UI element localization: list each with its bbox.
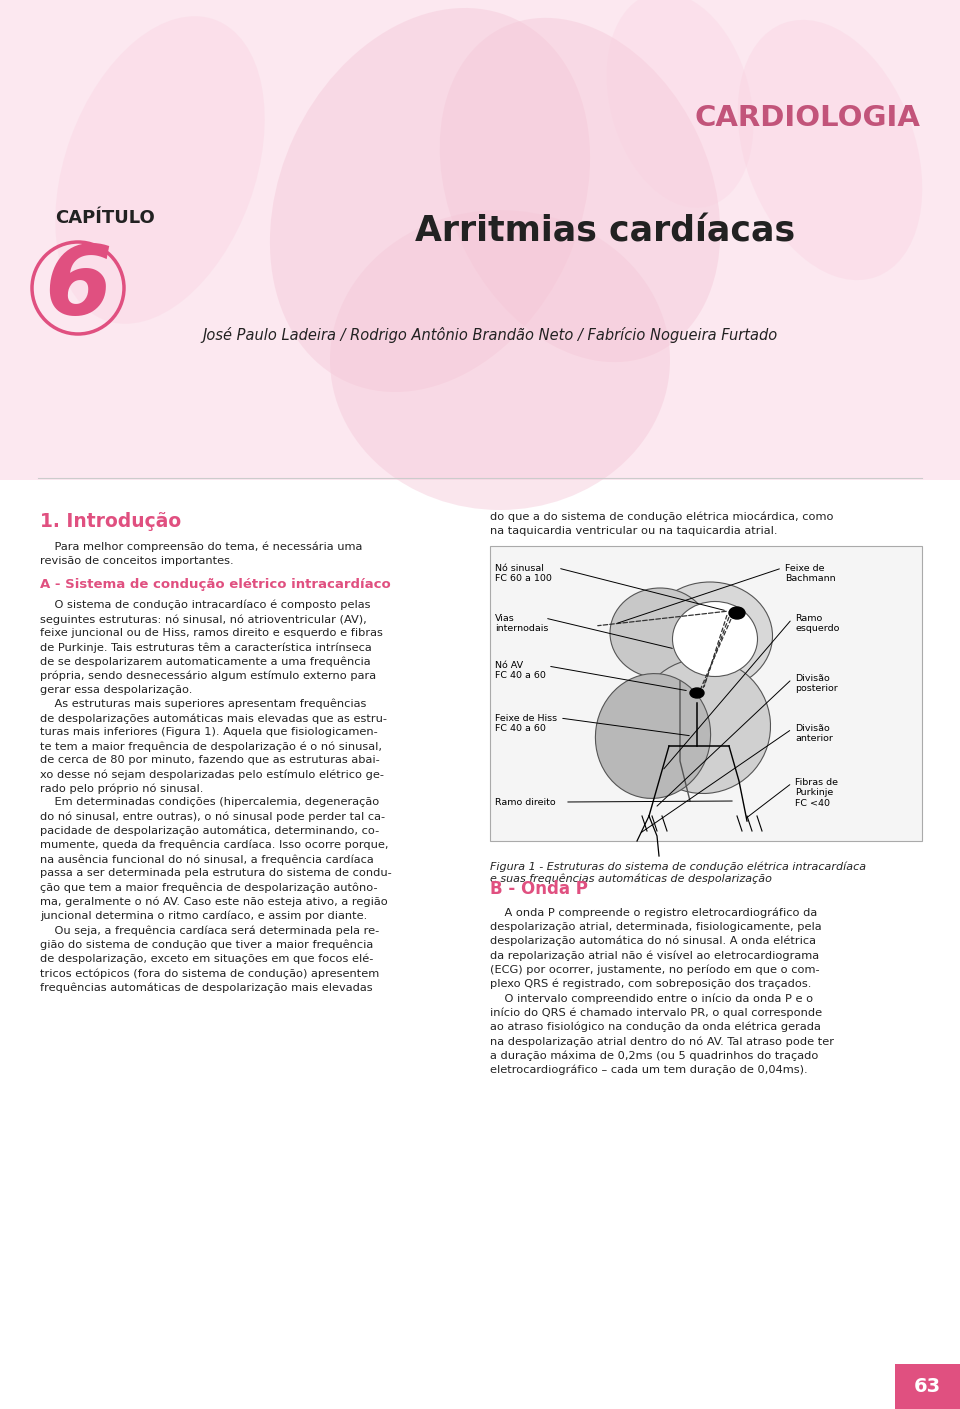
Text: B - Onda P: B - Onda P bbox=[490, 881, 588, 898]
Ellipse shape bbox=[729, 607, 745, 619]
Ellipse shape bbox=[270, 8, 590, 392]
Ellipse shape bbox=[737, 20, 923, 280]
Text: CAPÍTULO: CAPÍTULO bbox=[55, 209, 155, 227]
Text: Feixe de Hiss
FC 40 a 60: Feixe de Hiss FC 40 a 60 bbox=[495, 714, 557, 734]
Ellipse shape bbox=[636, 658, 771, 793]
Ellipse shape bbox=[595, 674, 710, 799]
Ellipse shape bbox=[610, 588, 710, 678]
Text: A onda P compreende o registro eletrocardiográfico da
despolarização atrial, det: A onda P compreende o registro eletrocar… bbox=[490, 907, 834, 1075]
Text: Divisão
posterior: Divisão posterior bbox=[795, 674, 838, 693]
Text: José Paulo Ladeira / Rodrigo Antônio Brandão Neto / Fabrício Nogueira Furtado: José Paulo Ladeira / Rodrigo Antônio Bra… bbox=[203, 327, 778, 342]
Ellipse shape bbox=[690, 688, 704, 697]
Text: do que a do sistema de condução elétrica miocárdica, como
na taquicardia ventric: do que a do sistema de condução elétrica… bbox=[490, 511, 833, 535]
Text: Nó AV
FC 40 a 60: Nó AV FC 40 a 60 bbox=[495, 661, 546, 681]
Text: Figura 1 - Estruturas do sistema de condução elétrica intracardíaca
e suas frequ: Figura 1 - Estruturas do sistema de cond… bbox=[490, 861, 866, 883]
Text: 1. Introdução: 1. Introdução bbox=[40, 511, 181, 531]
Ellipse shape bbox=[607, 0, 754, 207]
Ellipse shape bbox=[56, 15, 265, 324]
Text: Feixe de
Bachmann: Feixe de Bachmann bbox=[785, 564, 835, 583]
Text: Ramo
esquerdo: Ramo esquerdo bbox=[795, 614, 839, 634]
Text: Para melhor compreensão do tema, é necessária uma
revisão de conceitos important: Para melhor compreensão do tema, é neces… bbox=[40, 542, 362, 566]
Ellipse shape bbox=[330, 210, 670, 510]
Text: Nó sinusal
FC 60 a 100: Nó sinusal FC 60 a 100 bbox=[495, 564, 552, 583]
Text: Fibras de
Purkinje
FC <40: Fibras de Purkinje FC <40 bbox=[795, 778, 838, 807]
Ellipse shape bbox=[440, 18, 720, 362]
Text: Ramo direito: Ramo direito bbox=[495, 797, 556, 807]
Bar bbox=[895, 1364, 960, 1409]
Text: A - Sistema de condução elétrico intracardíaco: A - Sistema de condução elétrico intraca… bbox=[40, 578, 391, 590]
Bar bbox=[0, 0, 960, 480]
Text: 6: 6 bbox=[44, 241, 111, 334]
Text: Divisão
anterior: Divisão anterior bbox=[795, 724, 833, 744]
Text: Arritmias cardíacas: Arritmias cardíacas bbox=[415, 216, 795, 249]
Text: 63: 63 bbox=[913, 1378, 941, 1396]
Text: O sistema de condução intracardíaco é composto pelas
seguintes estruturas: nó si: O sistema de condução intracardíaco é co… bbox=[40, 600, 392, 993]
Ellipse shape bbox=[673, 602, 757, 676]
Text: CARDIOLOGIA: CARDIOLOGIA bbox=[694, 104, 920, 132]
Bar bbox=[490, 547, 922, 841]
Text: Vias
internodais: Vias internodais bbox=[495, 614, 548, 634]
Ellipse shape bbox=[647, 582, 773, 690]
